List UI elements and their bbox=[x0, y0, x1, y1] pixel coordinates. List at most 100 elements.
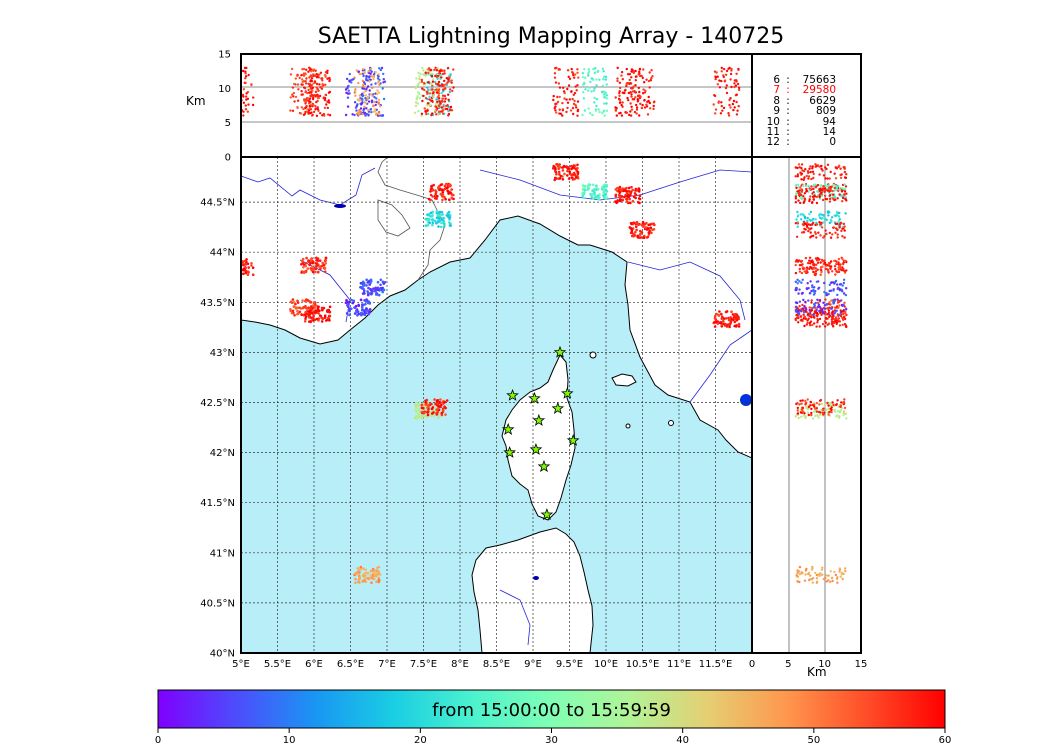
altitude-source bbox=[634, 75, 638, 78]
lightning-source bbox=[313, 306, 317, 309]
lightning-source bbox=[431, 221, 435, 225]
montecristo-island bbox=[625, 423, 631, 429]
latitude-alt-source bbox=[841, 290, 844, 293]
altitude-source bbox=[373, 96, 376, 99]
altitude-source bbox=[364, 101, 367, 105]
altitude-source bbox=[377, 113, 381, 116]
altitude-source bbox=[634, 96, 637, 99]
altitude-source bbox=[358, 108, 361, 112]
lightning-source bbox=[427, 404, 430, 407]
latitude-alt-source bbox=[841, 194, 844, 197]
latitude-alt-source bbox=[805, 287, 809, 291]
altitude-source bbox=[245, 66, 248, 70]
lightning-source bbox=[366, 281, 370, 284]
lightning-source bbox=[415, 410, 418, 414]
lightning-source bbox=[359, 311, 363, 315]
altitude-source bbox=[417, 91, 421, 95]
stats-box bbox=[751, 53, 862, 158]
latitude-alt-source bbox=[802, 231, 806, 234]
altitude-source bbox=[241, 93, 245, 97]
lightning-source bbox=[558, 165, 561, 169]
altitude-source bbox=[428, 98, 431, 101]
altitude-source bbox=[449, 73, 452, 76]
latitude-alt-source bbox=[833, 265, 837, 268]
altitude-source bbox=[571, 72, 575, 75]
lightning-source bbox=[561, 166, 565, 169]
lightning-source bbox=[441, 409, 445, 412]
latitude-alt-source bbox=[845, 325, 848, 329]
altitude-source bbox=[304, 90, 308, 93]
altitude-source bbox=[620, 70, 624, 74]
latitude-alt-source bbox=[823, 304, 827, 307]
latitude-alt-source bbox=[823, 234, 826, 238]
latitude-alt-source bbox=[842, 303, 845, 306]
lightning-source bbox=[735, 313, 739, 317]
altitude-source bbox=[566, 69, 570, 72]
altitude-source bbox=[634, 69, 637, 73]
lightning-source bbox=[413, 416, 417, 420]
latitude-alt-source bbox=[794, 175, 797, 178]
lightning-source bbox=[592, 196, 595, 200]
altitude-source bbox=[577, 76, 580, 79]
latitude-alt-source bbox=[813, 286, 816, 289]
lightning-source bbox=[234, 261, 237, 264]
latitude-alt-source bbox=[803, 215, 807, 219]
latitude-alt-source bbox=[843, 269, 846, 273]
latitude-alt-source bbox=[797, 183, 800, 186]
latitude-alt-source bbox=[819, 273, 822, 276]
altitude-source bbox=[298, 76, 301, 80]
latitude-alt-source bbox=[843, 315, 846, 319]
altitude-source bbox=[450, 79, 453, 82]
altitude-source bbox=[381, 87, 384, 90]
latitude-alt-source bbox=[837, 270, 841, 274]
altitude-source bbox=[311, 89, 314, 93]
altitude-source bbox=[626, 96, 629, 100]
lightning-source bbox=[307, 260, 311, 263]
lightning-source bbox=[377, 572, 381, 575]
latitude-alt-source bbox=[841, 235, 844, 238]
altitude-source bbox=[630, 108, 634, 111]
lightning-source bbox=[627, 195, 631, 199]
altitude-source bbox=[327, 91, 331, 94]
map-x-tick: 5.5°E bbox=[264, 659, 291, 670]
altitude-source bbox=[429, 69, 432, 72]
lightning-source bbox=[375, 580, 378, 583]
lightning-source bbox=[443, 222, 446, 226]
altitude-source bbox=[595, 84, 598, 87]
altitude-source bbox=[602, 78, 605, 81]
altitude-source bbox=[433, 80, 437, 84]
altitude-source bbox=[576, 68, 579, 71]
latitude-alt-source bbox=[796, 282, 799, 285]
altitude-source bbox=[304, 73, 307, 76]
latitude-alt-source bbox=[838, 288, 842, 291]
altitude-source bbox=[244, 81, 247, 85]
latitude-alt-source bbox=[818, 193, 821, 197]
latitude-alt-source bbox=[802, 414, 806, 417]
altitude-source bbox=[301, 93, 304, 96]
latitude-alt-source bbox=[832, 226, 835, 229]
altitude-source bbox=[573, 99, 576, 103]
lightning-source bbox=[602, 188, 606, 192]
latitude-alt-source bbox=[821, 409, 825, 412]
lightning-source bbox=[652, 228, 656, 231]
lightning-source bbox=[429, 190, 432, 193]
latitude-alt-source bbox=[837, 215, 841, 218]
altitude-source bbox=[317, 109, 320, 113]
lightning-source bbox=[238, 267, 241, 270]
lightning-source bbox=[233, 272, 236, 275]
lightning-source bbox=[369, 278, 373, 282]
altitude-source bbox=[345, 77, 349, 81]
latitude-alt-source bbox=[822, 185, 825, 188]
lightning-source bbox=[642, 225, 645, 228]
lightning-source bbox=[360, 306, 364, 309]
lightning-source bbox=[566, 169, 569, 173]
lightning-source bbox=[233, 262, 236, 265]
lightning-source bbox=[426, 223, 430, 227]
altitude-source bbox=[650, 69, 653, 72]
lightning-source bbox=[647, 227, 650, 230]
lightning-source bbox=[582, 196, 586, 200]
latitude-alt-source bbox=[819, 268, 822, 271]
lightning-source bbox=[576, 163, 579, 167]
latitude-alt-source bbox=[843, 193, 846, 197]
